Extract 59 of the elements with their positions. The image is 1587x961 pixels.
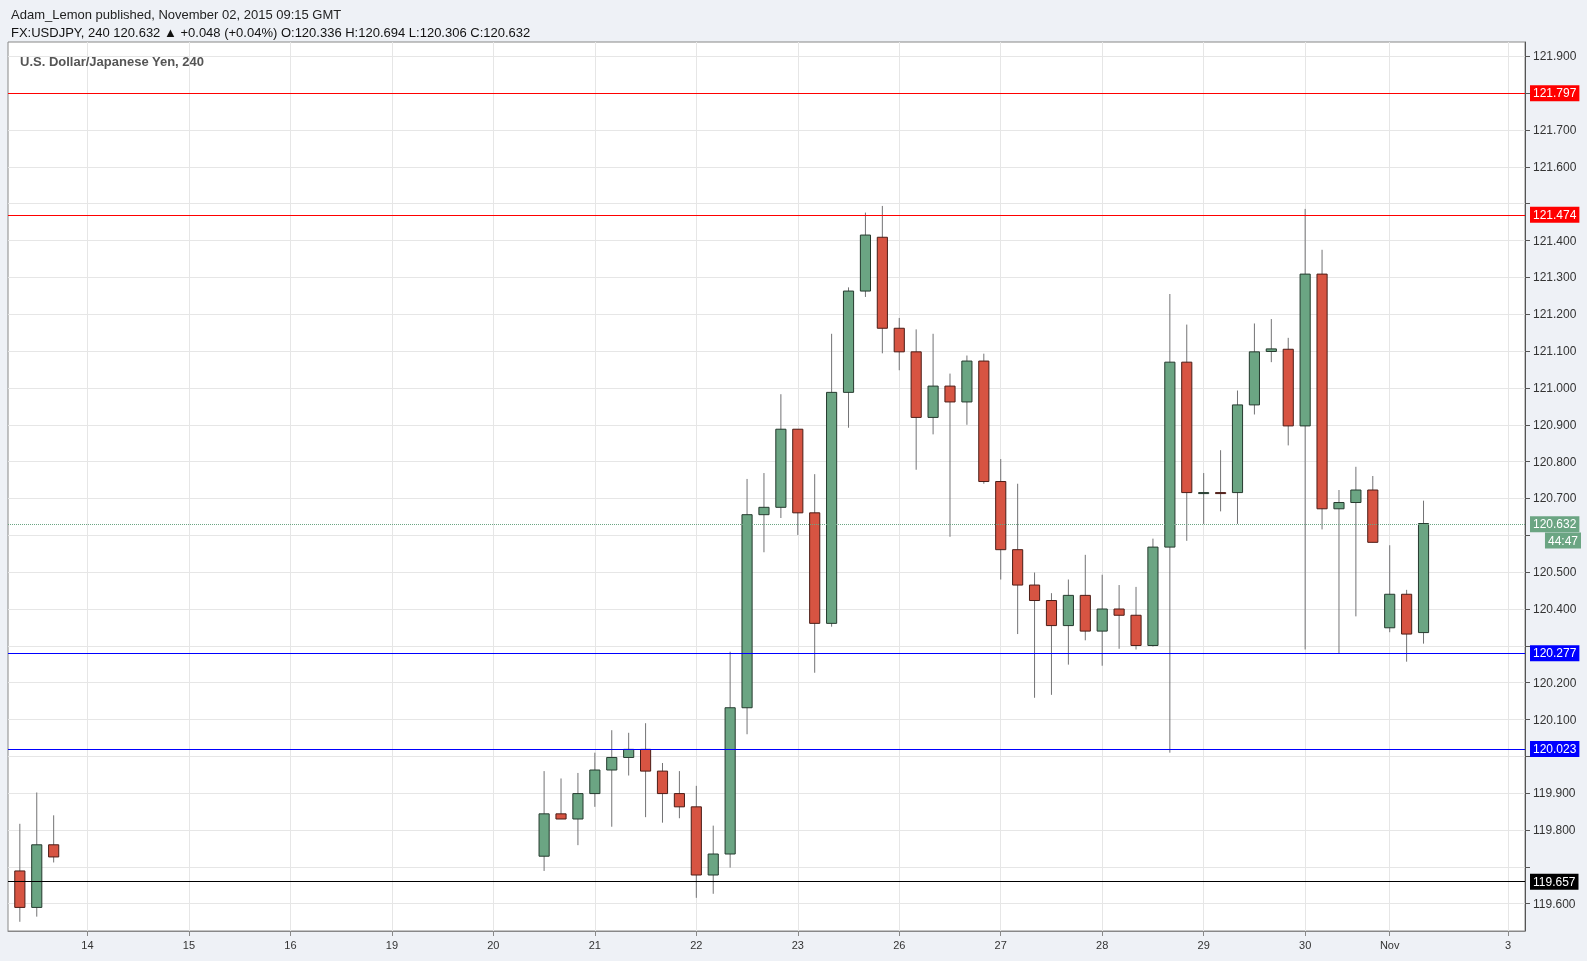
x-tick-label: 3	[1505, 938, 1512, 951]
ref-line-label: 120.632	[1533, 517, 1577, 532]
candlestick	[606, 729, 618, 828]
x-tick-label: 15	[182, 938, 196, 951]
x-tick-label: 27	[994, 938, 1007, 951]
y-tick-label: 119.900	[1533, 786, 1576, 801]
candlestick	[673, 770, 685, 819]
candlestick	[1096, 574, 1108, 667]
x-tick-label: 28	[1096, 938, 1109, 951]
candlestick	[1265, 318, 1277, 363]
y-tick-label: 120.200	[1533, 675, 1577, 690]
candlestick	[48, 814, 60, 863]
y-tick-label: 121.200	[1533, 307, 1577, 322]
y-tick-label: 120.800	[1533, 454, 1577, 469]
candlestick	[555, 777, 567, 820]
x-tick-label: 21	[588, 938, 601, 951]
y-tick-label: 121.300	[1533, 270, 1577, 285]
x-tick-label: 22	[690, 938, 703, 951]
candlestick	[640, 722, 652, 818]
candlestick	[707, 825, 719, 895]
text: 44:47	[1547, 533, 1579, 548]
y-tick-label: 120.700	[1533, 491, 1577, 506]
y-tick-label: 120.400	[1533, 602, 1577, 616]
text: Adam_Lemon published, November 02, 2015 09:15 GMT	[11, 7, 342, 22]
y-tick-label: 121.400	[1533, 233, 1577, 248]
candlestick	[589, 752, 601, 808]
candlestick	[1198, 472, 1210, 525]
x-tick-label: 26	[893, 938, 906, 951]
ref-line-label: 119.657	[1533, 874, 1576, 889]
x-tick-label: 29	[1197, 938, 1210, 951]
x-tick-label: 19	[385, 938, 399, 951]
y-tick-label: 121.100	[1533, 344, 1577, 359]
candlestick	[1113, 584, 1125, 650]
ref-line-label: 121.474	[1533, 207, 1577, 222]
candlestick	[1215, 449, 1227, 512]
x-tick-label: Nov	[1379, 938, 1400, 951]
y-tick-label: 120.500	[1533, 565, 1577, 580]
x-tick-label: 14	[81, 938, 94, 951]
candlestick	[1028, 572, 1041, 699]
ref-line-label: 120.023	[1533, 742, 1577, 756]
y-tick-label: 119.800	[1533, 823, 1576, 838]
candlestick	[656, 762, 669, 824]
x-tick-label: 20	[487, 938, 500, 951]
y-tick-label: 121.600	[1533, 159, 1577, 174]
candlestick	[893, 317, 905, 371]
ref-line-label: 120.277	[1533, 646, 1577, 661]
y-tick-label: 121.000	[1533, 380, 1577, 395]
y-tick-label: 121.900	[1533, 49, 1577, 64]
chart-subtitle: FX:USDJPY, 240 120.632 ▲ +0.048 (+0.04%) O:120.336 H:120.694 L:120.306 C:120.632	[11, 25, 531, 40]
y-tick-label: 121.700	[1533, 123, 1577, 138]
y-tick-label: 120.900	[1533, 417, 1577, 432]
ref-line-label: 121.797	[1533, 86, 1577, 101]
text: U.S. Dollar/Japanese Yen, 240	[20, 54, 205, 69]
candlestick	[944, 373, 956, 538]
x-tick-label: 23	[791, 938, 804, 951]
y-tick-label: 120.100	[1533, 712, 1577, 727]
x-tick-label: 16	[284, 938, 297, 951]
y-tick-label: 119.600	[1533, 896, 1576, 911]
x-tick-label: 30	[1299, 938, 1312, 951]
